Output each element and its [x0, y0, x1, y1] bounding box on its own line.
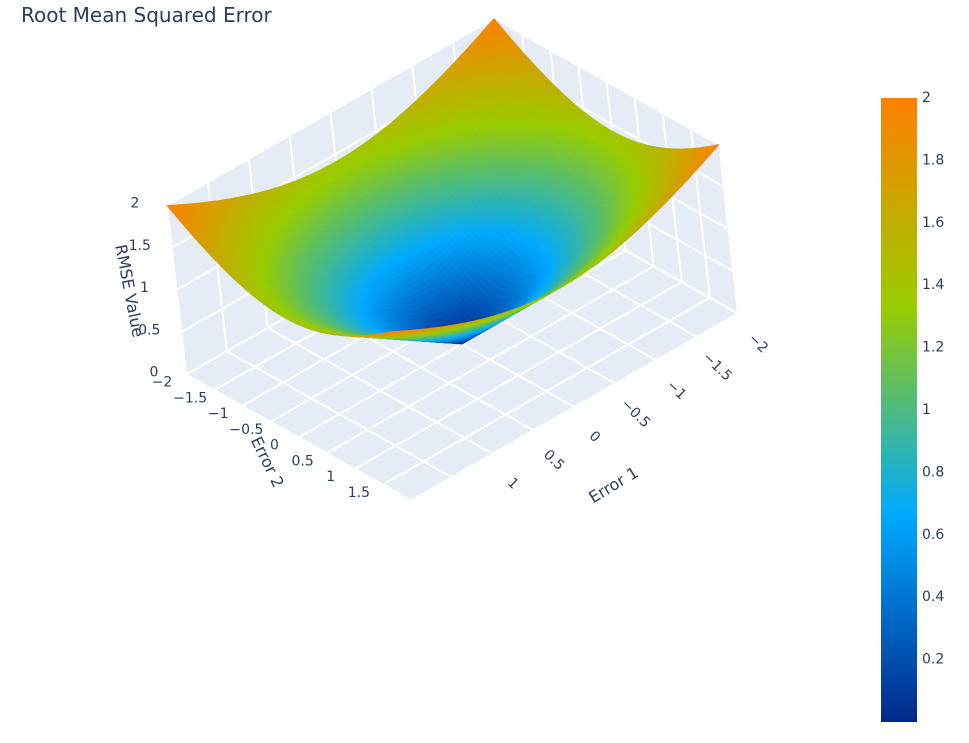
- floor-gridline: [226, 350, 453, 478]
- rmse-surface: [166, 18, 720, 345]
- wall-gridline: [493, 17, 720, 146]
- floor-gridline: [185, 373, 412, 502]
- floor-gridline: [267, 326, 494, 455]
- wall-gridline: [166, 17, 495, 207]
- chart-title: Root Mean Squared Error: [21, 3, 272, 27]
